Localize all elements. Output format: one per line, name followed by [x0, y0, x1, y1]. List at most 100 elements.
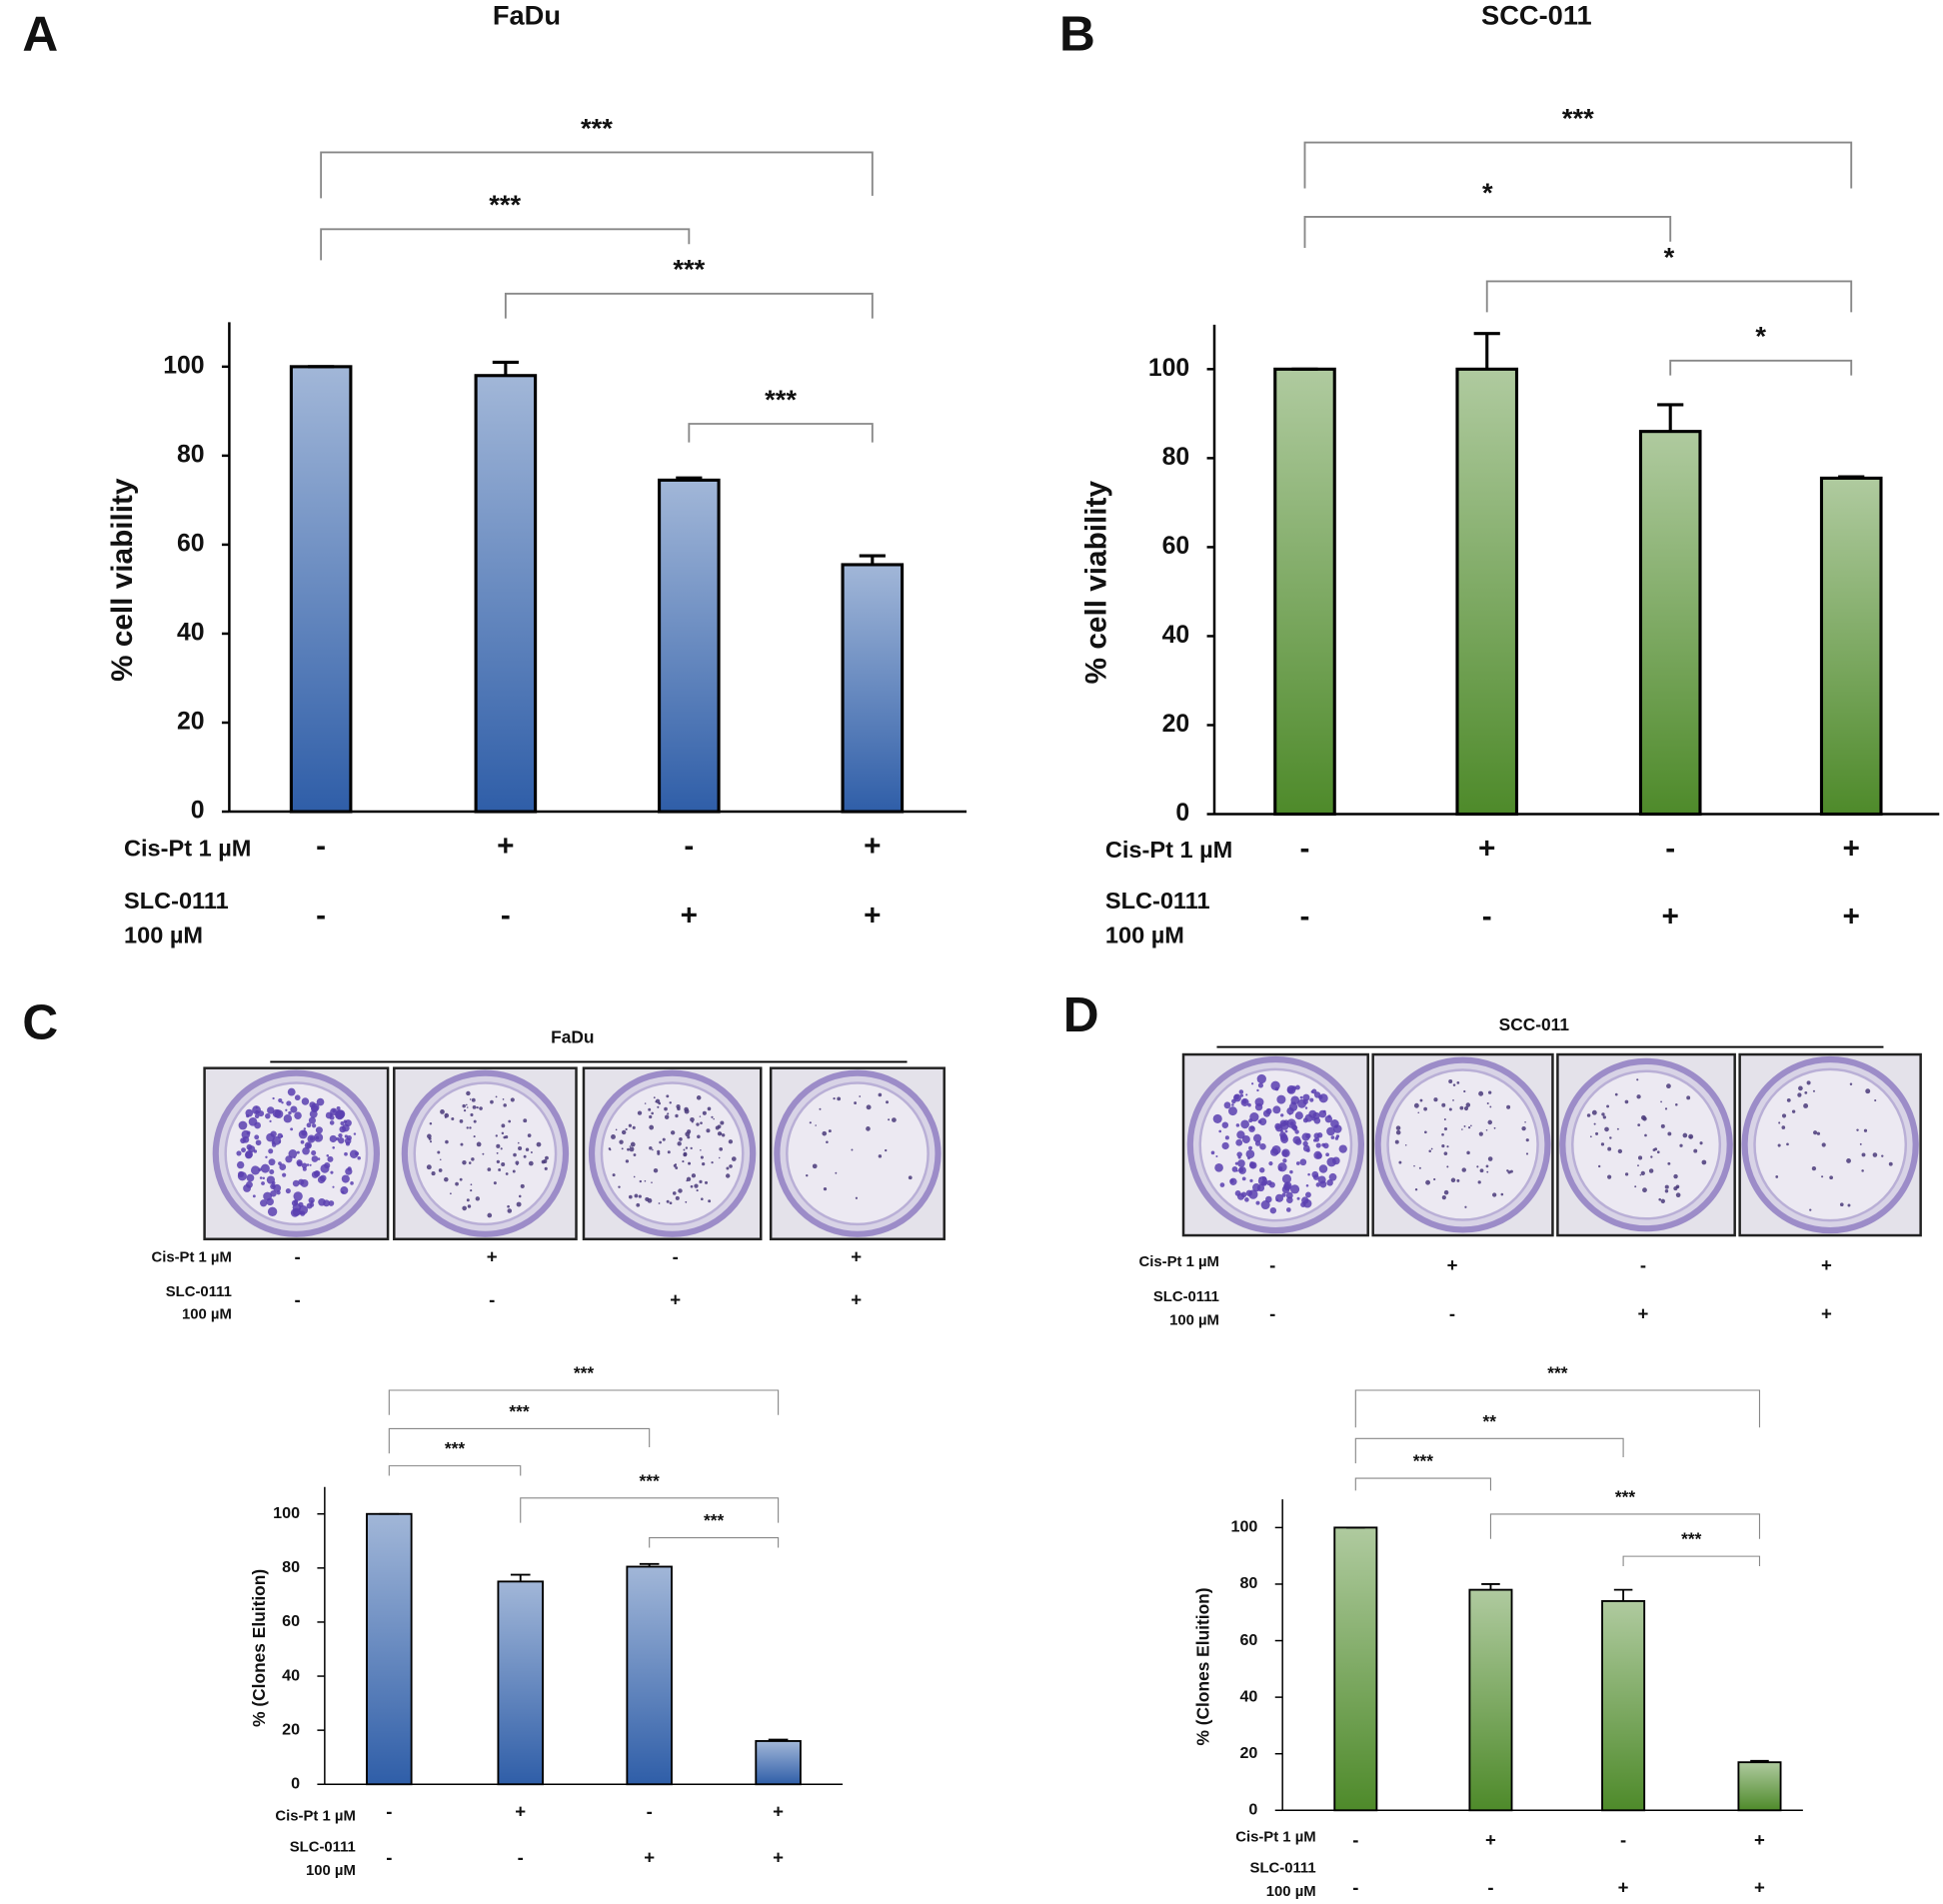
- colony: [729, 1164, 733, 1168]
- bar: [1819, 476, 1883, 817]
- colony: [706, 1128, 711, 1133]
- colony: [1335, 1134, 1340, 1138]
- colony: [892, 1117, 897, 1122]
- colony: [1227, 1106, 1237, 1116]
- colony: [1319, 1180, 1327, 1188]
- colony: [309, 1109, 318, 1118]
- colony: [662, 1137, 666, 1141]
- colony: [1507, 1170, 1511, 1174]
- colony: [343, 1119, 348, 1123]
- colony: [259, 1176, 263, 1179]
- colony: [475, 1196, 481, 1201]
- y-tick-label: 0: [191, 798, 205, 825]
- colony: [496, 1143, 501, 1148]
- treatment-sign: -: [316, 899, 326, 932]
- colony: [1290, 1095, 1300, 1105]
- colony: [644, 1179, 647, 1182]
- colony: [1846, 1158, 1851, 1163]
- treatment-sign: +: [681, 899, 698, 932]
- colony: [444, 1115, 447, 1118]
- colony: [1257, 1082, 1264, 1088]
- colony: [507, 1204, 510, 1208]
- colony: [1284, 1129, 1288, 1133]
- colony: [1245, 1189, 1252, 1196]
- colony: [878, 1092, 883, 1097]
- colony: [1506, 1104, 1511, 1109]
- colony: [1476, 1165, 1479, 1168]
- colony: [628, 1123, 633, 1127]
- colony: [329, 1112, 333, 1116]
- chart-title: SCC-011: [1481, 0, 1592, 31]
- panel: B SCC-011 % cell viability 0 20 40 60 80 100 Cis-…: [1059, 0, 1940, 948]
- colony: [528, 1160, 534, 1166]
- colony: [691, 1120, 694, 1123]
- significance-bracket: [520, 1497, 780, 1523]
- colony: [349, 1149, 359, 1159]
- colony: [281, 1101, 284, 1104]
- colony: [1465, 1102, 1471, 1107]
- colony: [503, 1103, 507, 1107]
- colony: [1295, 1161, 1300, 1165]
- colony: [263, 1191, 273, 1201]
- colony: [675, 1166, 679, 1169]
- significance-label: ***: [704, 1510, 724, 1530]
- treatment-sign: -: [1300, 832, 1310, 865]
- colony: [1240, 1119, 1249, 1129]
- colony: [344, 1151, 348, 1156]
- treatment-label: SLC-0111: [1153, 1289, 1219, 1305]
- colony: [688, 1161, 692, 1165]
- colony: [1318, 1164, 1328, 1173]
- colony: [1809, 1208, 1812, 1211]
- colony: [1863, 1128, 1868, 1132]
- colony: [719, 1146, 724, 1151]
- colony: [1221, 1121, 1229, 1128]
- colony: [1302, 1140, 1308, 1146]
- colony: [272, 1108, 282, 1118]
- colony: [329, 1120, 335, 1125]
- colony: [675, 1195, 680, 1200]
- colony: [1330, 1135, 1335, 1139]
- colony: [1294, 1084, 1300, 1090]
- colony: [285, 1187, 291, 1194]
- colony: [515, 1160, 520, 1165]
- colony: [669, 1101, 672, 1104]
- colony: [1326, 1179, 1333, 1186]
- colony: [1291, 1086, 1294, 1089]
- colony: [1300, 1201, 1306, 1207]
- colony: [455, 1181, 459, 1186]
- colony: [652, 1148, 654, 1151]
- colony: [1286, 1118, 1296, 1128]
- colony: [608, 1147, 612, 1150]
- colony: [638, 1194, 642, 1198]
- colony: [1639, 1173, 1642, 1176]
- y-tick-label: 60: [177, 530, 205, 557]
- significance-bracket: [320, 228, 691, 261]
- colony: [345, 1141, 351, 1146]
- colony: [1682, 1132, 1688, 1138]
- significance-bracket: [1669, 359, 1853, 376]
- colony: [240, 1137, 247, 1144]
- colony: [300, 1178, 309, 1187]
- colony: [713, 1117, 715, 1120]
- colony: [1224, 1135, 1229, 1140]
- colony: [1524, 1120, 1526, 1123]
- colony: [886, 1100, 890, 1104]
- colony: [1650, 1155, 1653, 1158]
- colony: [466, 1090, 471, 1096]
- colony: [1249, 1161, 1257, 1169]
- colony: [1463, 1105, 1469, 1111]
- colony: [496, 1159, 500, 1163]
- colony: [459, 1177, 463, 1181]
- colony: [1245, 1093, 1248, 1096]
- y-tick-label: 100: [1230, 1518, 1257, 1536]
- colony: [1236, 1192, 1245, 1200]
- colony: [721, 1133, 726, 1137]
- colony: [632, 1125, 636, 1129]
- colony: [1245, 1149, 1255, 1159]
- colony: [516, 1201, 522, 1207]
- well: [1386, 1068, 1539, 1221]
- colony: [700, 1121, 703, 1125]
- colony: [822, 1130, 828, 1136]
- colony: [296, 1150, 300, 1154]
- colony: [1241, 1098, 1247, 1104]
